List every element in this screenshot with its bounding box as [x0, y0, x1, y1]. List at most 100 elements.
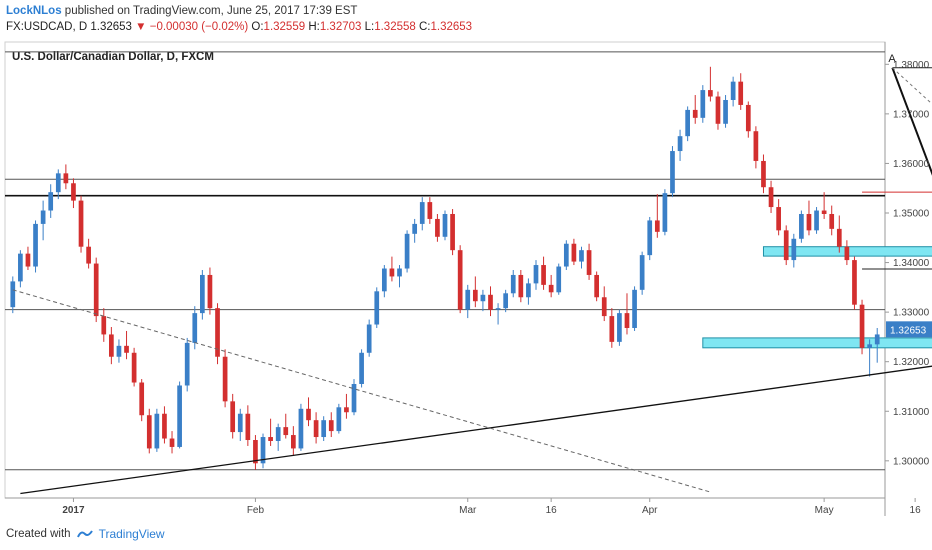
candle [821, 192, 827, 219]
candle-body [435, 218, 440, 237]
candle-body [601, 297, 607, 317]
candle [397, 265, 402, 288]
candle [685, 106, 690, 142]
trendline [20, 365, 932, 495]
candle [526, 278, 531, 305]
candle-body [389, 268, 395, 277]
candle-body [647, 220, 653, 256]
candle-body [169, 438, 175, 447]
candle-body [715, 96, 721, 124]
author-link[interactable]: LockNLos [6, 5, 62, 17]
high-label: H: [308, 21, 320, 33]
candle [336, 403, 342, 434]
candle [480, 289, 486, 312]
candle-body [624, 313, 630, 328]
candle [859, 299, 865, 355]
candle [761, 154, 766, 194]
candle-body [867, 344, 872, 348]
candle-body [139, 382, 145, 416]
candle-body [116, 345, 122, 357]
candle [783, 225, 789, 266]
candle-body [730, 81, 736, 100]
candle-body [442, 213, 448, 237]
time-axis[interactable]: 2017FebMar16AprMay16Jun16Jul [62, 498, 932, 516]
candle [109, 327, 114, 365]
last-price-tag [886, 321, 932, 338]
candle-body [761, 160, 766, 188]
candle-body [162, 413, 167, 439]
quote-line: FX:USDCAD, D 1.32653 ▼ −0.00030 (−0.02%)… [6, 19, 472, 35]
candle-body [427, 202, 433, 219]
candle [700, 85, 706, 123]
candle [146, 408, 152, 454]
candle-body [450, 213, 455, 251]
price-chart[interactable]: U.S. Dollar/Canadian Dollar, D, FXCM 1(1… [0, 36, 932, 516]
candle [867, 339, 872, 377]
candle-body [200, 274, 205, 314]
candle [139, 379, 145, 422]
retrace-line [892, 67, 932, 105]
candle [48, 184, 54, 218]
price-axis[interactable]: 1.38000 1.37000 1.36000 1.35000 1.34000 1.330… [885, 60, 932, 468]
candle [541, 256, 546, 290]
candle [852, 256, 857, 310]
abcd-path [891, 67, 932, 176]
candle [533, 260, 539, 290]
candle [556, 263, 562, 295]
candle-body [86, 246, 91, 264]
close-label: C: [418, 21, 431, 33]
candle-body [381, 268, 387, 292]
tradingview-logo-icon [76, 530, 93, 538]
candle-body [101, 316, 107, 335]
candle-body [852, 260, 857, 305]
candle-body [78, 200, 84, 247]
candle [472, 276, 478, 308]
candle [412, 218, 418, 243]
created-with-label: Created with [6, 528, 71, 540]
chart-frame [4, 41, 886, 516]
candle [404, 230, 410, 273]
candle [632, 286, 637, 331]
y-tick-label: 1.34000 [893, 258, 930, 269]
candle-body [374, 291, 380, 325]
candle-body [177, 385, 182, 447]
x-tick-label: Apr [642, 505, 658, 516]
candle-body [146, 415, 152, 449]
candle [617, 309, 622, 346]
candle [670, 146, 675, 198]
tradingview-brand-link[interactable]: TradingView [98, 527, 165, 541]
x-tick-label: 16 [546, 505, 558, 516]
candle-body [533, 265, 539, 284]
candle [450, 209, 455, 256]
candle-body [670, 151, 675, 194]
candle-body [556, 266, 562, 293]
candle [639, 251, 645, 295]
pattern-point-label: A [888, 53, 896, 65]
candle [518, 270, 524, 303]
open-value: 1.32559 [263, 21, 306, 33]
y-tick-label: 1.30000 [893, 456, 930, 467]
candle [601, 286, 607, 322]
candle [10, 276, 16, 314]
candle [662, 189, 668, 236]
candle-body [708, 90, 713, 97]
candle [93, 257, 99, 323]
candle [654, 194, 660, 238]
candle-body [10, 281, 16, 308]
candle-body [245, 413, 251, 441]
candle-body [654, 220, 660, 232]
candle-body [859, 304, 865, 348]
candle [419, 197, 425, 231]
candle-body [677, 136, 683, 152]
candle [200, 270, 205, 320]
y-tick-label: 1.32000 [893, 357, 930, 368]
candle-body [33, 223, 38, 267]
candle-body [480, 294, 486, 302]
horizontal-lines [5, 51, 885, 471]
candle-body [25, 253, 31, 267]
candle [366, 319, 372, 357]
x-tick-label: Feb [247, 505, 265, 516]
candle [237, 408, 243, 441]
candle-body [662, 193, 668, 232]
candle-body [700, 90, 706, 118]
